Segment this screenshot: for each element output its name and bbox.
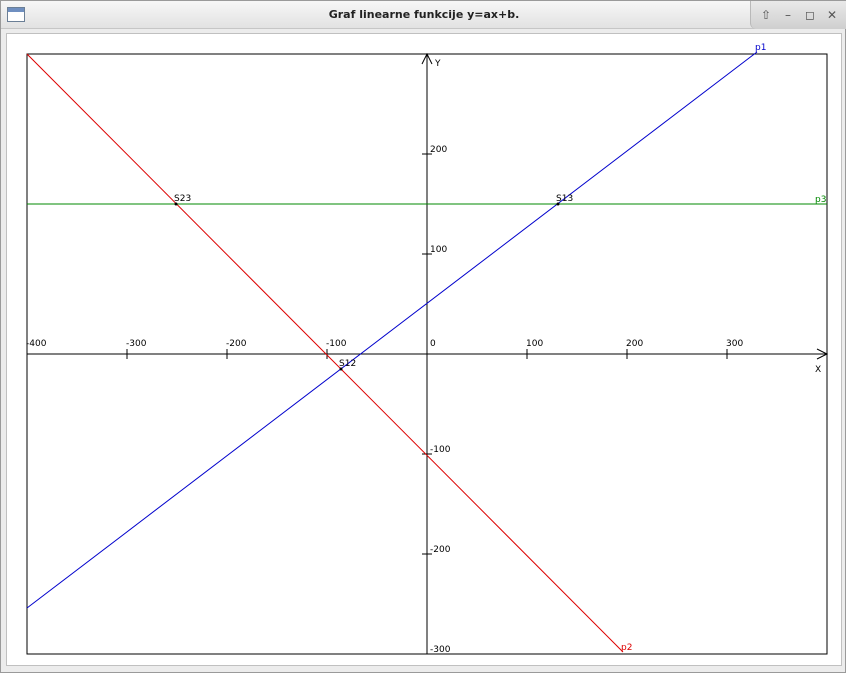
- x-tick-label: 0: [430, 339, 436, 349]
- series-line-p1: [26, 51, 758, 609]
- series-line-p2: [26, 53, 624, 653]
- series-label-p1: p1: [755, 43, 766, 53]
- window-title: Graf linearne funkcije y=ax+b.: [328, 8, 520, 21]
- y-axis-label: Y: [434, 59, 441, 69]
- y-tick-label: -300: [430, 645, 451, 655]
- graph-panel: -400 -300 -200 -100 0 100 200 300 200 100 -100 -200…: [6, 33, 842, 666]
- axes: -400 -300 -200 -100 0 100 200 300 200 100 -100 -200…: [26, 52, 829, 655]
- y-axis-arrow: [421, 52, 433, 65]
- point-label-S23: S23: [174, 194, 191, 204]
- chart: -400 -300 -200 -100 0 100 200 300 200 100 -100 -200…: [26, 43, 829, 655]
- x-axis-arrow: [816, 348, 829, 360]
- point-label-S12: S12: [339, 359, 356, 369]
- x-tick-label: -200: [226, 339, 247, 349]
- x-tick-label: 300: [726, 339, 743, 349]
- y-tick-label: -100: [430, 445, 451, 455]
- minimize-icon[interactable]: –: [785, 8, 791, 22]
- point-S23: [174, 202, 178, 206]
- series-label-p2: p2: [621, 643, 632, 653]
- y-tick-label: 200: [430, 145, 447, 155]
- point-label-S13: S13: [556, 194, 573, 204]
- series-lines: p1 p2 p3: [26, 43, 827, 653]
- y-tick-label: -200: [430, 545, 451, 555]
- window-icon[interactable]: [7, 7, 25, 22]
- maximize-icon[interactable]: ◻: [805, 8, 815, 22]
- close-icon[interactable]: ✕: [826, 8, 838, 22]
- point-S12: [339, 367, 343, 371]
- x-tick-label: -300: [126, 339, 147, 349]
- y-tick-label: 100: [430, 245, 447, 255]
- x-tick-label: 200: [626, 339, 643, 349]
- point-S13: [556, 202, 560, 206]
- intersection-points: S12 S13 S23: [174, 194, 573, 371]
- series-label-p3: p3: [815, 195, 826, 205]
- window-controls: ⇧ – ◻ ✕: [750, 1, 846, 29]
- x-tick-label: 100: [526, 339, 543, 349]
- x-tick-label: -100: [326, 339, 347, 349]
- x-tick-label: -400: [26, 339, 47, 349]
- shade-up-icon[interactable]: ⇧: [760, 8, 772, 22]
- x-axis-label: X: [815, 365, 821, 375]
- title-bar[interactable]: Graf linearne funkcije y=ax+b. ⇧ – ◻ ✕: [1, 1, 846, 29]
